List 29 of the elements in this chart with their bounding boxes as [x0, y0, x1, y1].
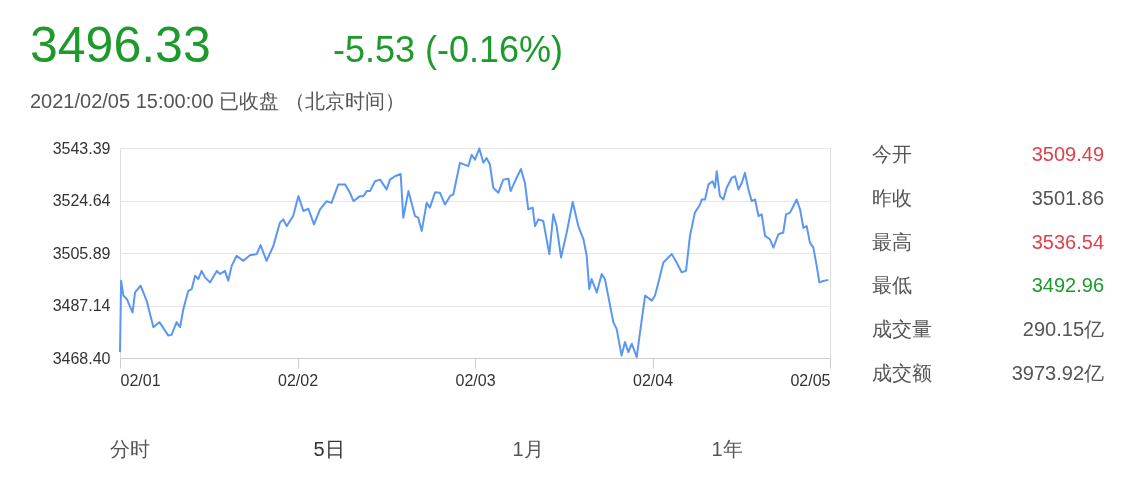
text: 成交量: [872, 318, 932, 340]
text: 最低: [872, 274, 912, 296]
text: 最高: [872, 231, 912, 253]
text: 5日: [313, 438, 345, 460]
text: 3492.96: [1031, 274, 1104, 296]
y-tick-label: 3468.40: [52, 349, 111, 367]
x-tick-label: 02/01: [120, 371, 161, 389]
text: 3509.49: [1031, 143, 1104, 165]
text: 1月: [512, 438, 544, 460]
text: 分时: [110, 438, 150, 460]
x-tick-label: 02/04: [632, 371, 674, 389]
text: 成交额: [872, 362, 932, 384]
x-tick-label: 02/03: [455, 371, 496, 389]
y-tick-label: 3505.89: [52, 244, 111, 262]
x-tick-label: 02/05: [790, 371, 831, 389]
text: 1年: [711, 438, 743, 460]
text: 290.15亿: [1022, 318, 1104, 340]
text: 3973.92亿: [1011, 362, 1104, 384]
text: 今开: [872, 143, 912, 165]
text: 2021/02/05 15:00:00 已收盘 （北京时间）: [30, 90, 405, 112]
y-tick-label: 3543.39: [52, 139, 111, 157]
chart-title: 3496.33: [30, 17, 211, 73]
y-tick-label: 3487.14: [52, 297, 111, 315]
y-tick-label: 3524.64: [52, 192, 111, 210]
text: 3536.54: [1031, 231, 1104, 253]
text: 3501.86: [1031, 187, 1104, 209]
text: 昨收: [872, 187, 912, 209]
chart-subtitle: -5.53 (-0.16%): [333, 29, 564, 70]
x-tick-label: 02/02: [277, 371, 319, 389]
